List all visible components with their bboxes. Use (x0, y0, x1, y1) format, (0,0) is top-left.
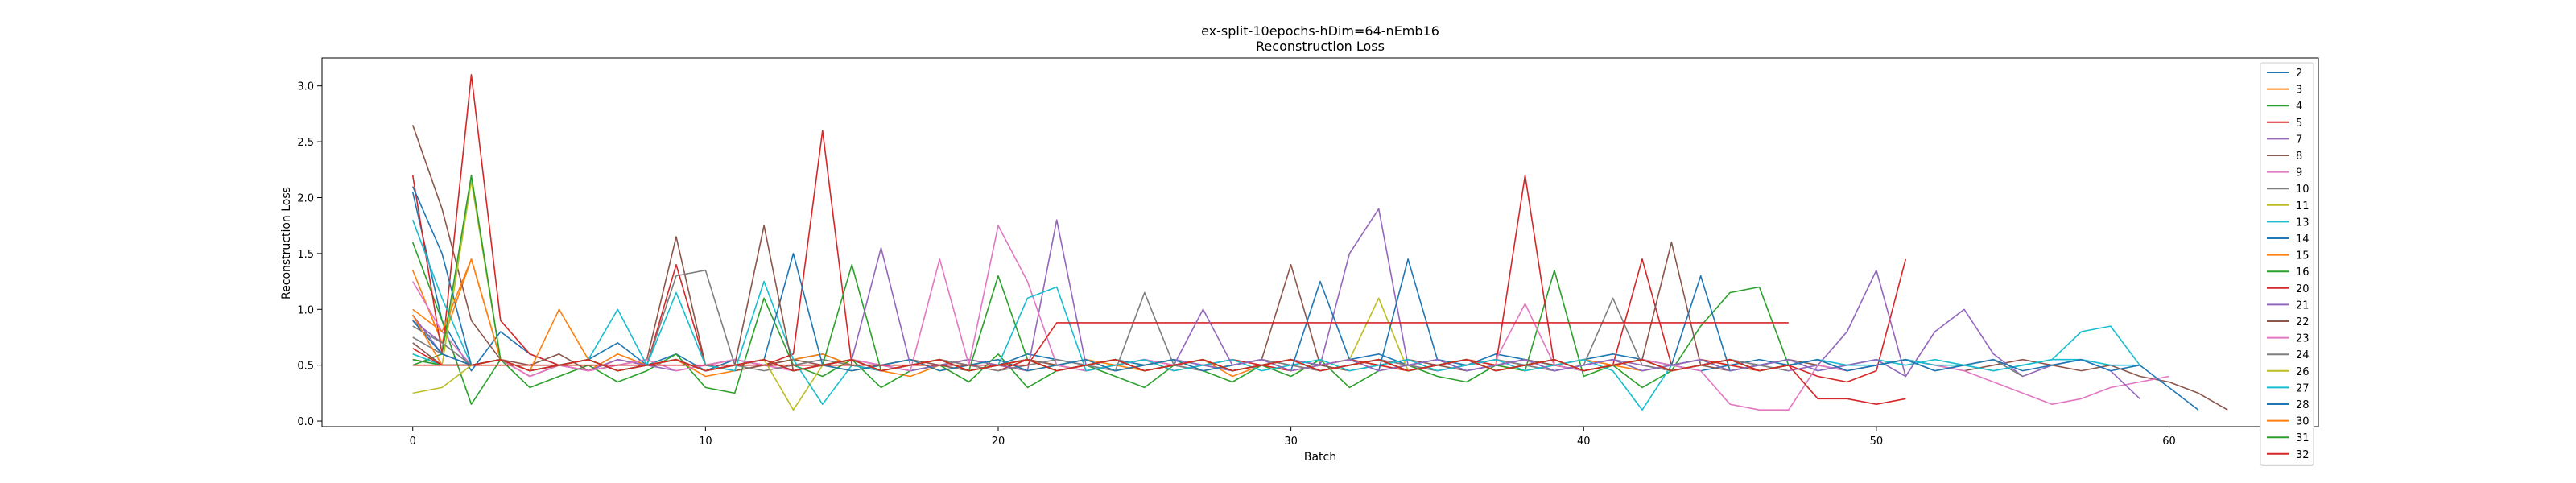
y-tick-label: 0.5 (297, 361, 314, 373)
x-tick-label: 60 (2162, 436, 2176, 448)
legend-label-5: 5 (2296, 118, 2302, 130)
plot-frame (321, 57, 2319, 427)
legend-label-7: 7 (2296, 134, 2302, 146)
legend-box (2260, 62, 2314, 466)
y-tick-label: 2.0 (297, 192, 314, 204)
x-tick-label: 0 (410, 436, 416, 448)
y-ticks: 0.0 0.5 1.0 1.5 2.0 2.5 3.0 (297, 81, 322, 428)
x-tick-label: 50 (1870, 436, 1884, 448)
chart-title: ex-split-10epochs-hDim=64-nEmb16 (1201, 23, 1439, 39)
y-tick-label: 1.0 (297, 304, 314, 316)
legend-label-14: 14 (2296, 233, 2310, 246)
legend-label-30: 30 (2296, 416, 2310, 428)
legend-label-8: 8 (2296, 151, 2302, 163)
x-axis-label: Batch (1304, 451, 1336, 464)
legend-label-16: 16 (2296, 266, 2310, 279)
legend-label-26: 26 (2296, 366, 2310, 378)
x-tick-label: 40 (1577, 436, 1591, 448)
legend-label-15: 15 (2296, 250, 2310, 262)
legend-label-2: 2 (2296, 68, 2302, 80)
x-tick-label: 20 (992, 436, 1005, 448)
x-tick-label: 30 (1284, 436, 1298, 448)
y-axis-label: Reconstruction Loss (280, 187, 293, 299)
legend-label-20: 20 (2296, 283, 2310, 295)
x-tick-label: 10 (699, 436, 712, 448)
legend-label-28: 28 (2296, 399, 2310, 411)
chart-subtitle: Reconstruction Loss (1256, 39, 1385, 54)
legend-label-4: 4 (2296, 101, 2302, 113)
y-tick-label: 1.5 (297, 249, 314, 261)
legend-label-31: 31 (2296, 432, 2310, 444)
legend-label-24: 24 (2296, 349, 2310, 361)
legend-label-9: 9 (2296, 167, 2302, 180)
legend-label-27: 27 (2296, 382, 2310, 394)
y-tick-label: 0.0 (297, 416, 314, 428)
legend-label-11: 11 (2296, 200, 2310, 213)
legend-label-22: 22 (2296, 316, 2310, 328)
legend: 2345789101113141516202122232426272830313… (2260, 62, 2314, 466)
legend-label-3: 3 (2296, 85, 2302, 97)
y-tick-label: 2.5 (297, 137, 314, 149)
legend-label-21: 21 (2296, 299, 2310, 312)
plot-lines (411, 74, 2228, 411)
y-tick-label: 3.0 (297, 81, 314, 93)
series-line-32 (412, 348, 1906, 406)
legend-label-10: 10 (2296, 184, 2310, 196)
legend-label-13: 13 (2296, 217, 2310, 229)
legend-label-23: 23 (2296, 333, 2310, 345)
x-ticks: 0 10 20 30 40 50 60 (410, 427, 2176, 448)
legend-label-32: 32 (2296, 449, 2310, 461)
series-line-20 (412, 322, 1789, 366)
series-line-4 (411, 242, 1790, 406)
